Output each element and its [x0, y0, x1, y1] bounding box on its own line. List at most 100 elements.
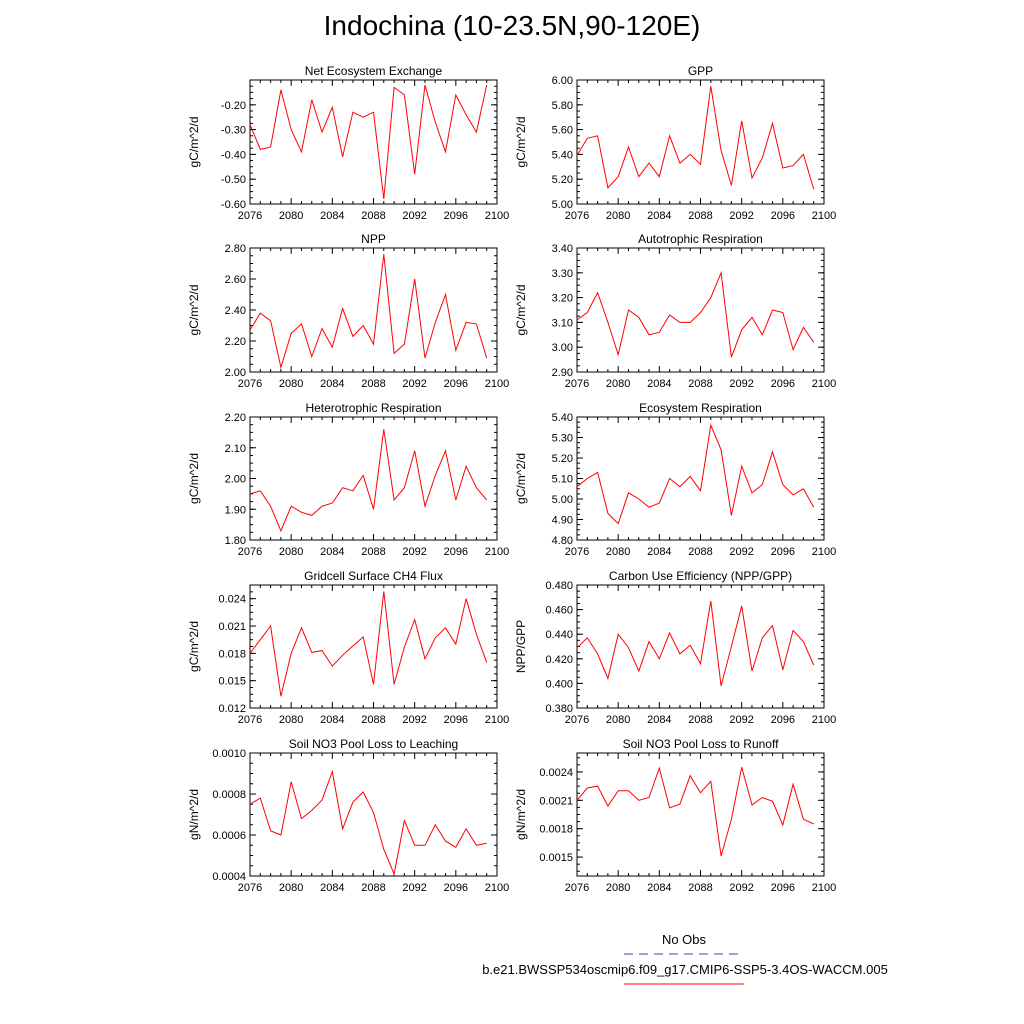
y-tick-label: 5.30 [552, 433, 573, 445]
series-line [576, 600, 815, 687]
x-tick-label: 2076 [238, 714, 262, 726]
y-axis-label: gC/m^2/d [187, 621, 201, 672]
plot-frame [249, 416, 498, 541]
plot-frame [249, 584, 498, 709]
y-tick-label: 2.60 [225, 274, 246, 286]
y-tick-label: 0.0004 [212, 871, 246, 883]
x-tick-label: 2076 [565, 714, 589, 726]
x-tick-label: 2084 [320, 210, 344, 222]
panel-title: Soil NO3 Pool Loss to Leaching [289, 737, 458, 751]
x-tick-label: 2084 [647, 210, 671, 222]
y-tick-label: -0.60 [221, 199, 246, 211]
y-tick-label: 0.0006 [212, 830, 246, 842]
y-tick-label: 0.021 [218, 621, 246, 633]
x-tick-label: 2088 [361, 546, 385, 558]
y-tick-label: 6.00 [552, 75, 573, 87]
y-tick-label: 4.80 [552, 535, 573, 547]
y-tick-label: 2.40 [225, 305, 246, 317]
y-tick-label: 0.015 [218, 676, 246, 688]
x-tick-label: 2088 [688, 378, 712, 390]
panel-5: Heterotrophic Respiration gC/m^2/d 2076 208… [187, 401, 509, 558]
plot-frame [576, 79, 825, 205]
panel-title: GPP [688, 64, 713, 78]
x-tick-label: 2092 [402, 210, 426, 222]
plot-frame [576, 247, 825, 373]
x-tick-label: 2100 [812, 546, 836, 558]
x-tick-label: 2076 [565, 378, 589, 390]
y-axis-label: gC/m^2/d [514, 453, 528, 504]
x-tick-label: 2100 [812, 210, 836, 222]
x-tick-label: 2080 [606, 378, 630, 390]
plot-frame [249, 79, 498, 205]
y-tick-label: 5.40 [552, 412, 573, 424]
x-tick-label: 2084 [647, 882, 671, 894]
panel-title: Ecosystem Respiration [639, 401, 762, 415]
y-tick-label: 1.90 [225, 504, 246, 516]
x-tick-label: 2092 [729, 882, 753, 894]
y-tick-label: -0.40 [221, 149, 246, 161]
x-tick-label: 2092 [729, 714, 753, 726]
y-tick-label: 5.20 [552, 174, 573, 186]
y-axis-label: gC/m^2/d [514, 117, 528, 168]
y-tick-label: 3.10 [552, 317, 573, 329]
x-tick-label: 2092 [729, 546, 753, 558]
x-tick-label: 2084 [647, 546, 671, 558]
x-tick-label: 2096 [444, 882, 468, 894]
x-tick-label: 2092 [729, 210, 753, 222]
y-tick-label: 0.0008 [212, 789, 246, 801]
y-tick-label: 3.40 [552, 243, 573, 255]
x-tick-label: 2076 [238, 378, 262, 390]
series-line [576, 766, 814, 857]
x-tick-label: 2100 [485, 378, 509, 390]
y-tick-label: -0.20 [221, 100, 246, 112]
y-tick-label: 4.90 [552, 515, 573, 527]
series-line [249, 429, 488, 533]
x-tick-label: 2092 [402, 714, 426, 726]
x-tick-label: 2100 [812, 378, 836, 390]
panel-title: Autotrophic Respiration [638, 232, 763, 246]
plot-frame [576, 416, 825, 541]
series-line [249, 769, 487, 876]
y-tick-label: 2.20 [225, 336, 246, 348]
y-axis-label: gC/m^2/d [187, 285, 201, 336]
x-tick-label: 2088 [361, 378, 385, 390]
x-tick-label: 2076 [238, 546, 262, 558]
y-tick-label: 0.420 [545, 654, 573, 666]
y-tick-label: 3.20 [552, 293, 573, 305]
y-tick-label: 5.10 [552, 474, 573, 486]
x-tick-label: 2100 [812, 882, 836, 894]
y-tick-label: 1.80 [225, 535, 246, 547]
panel-9: Soil NO3 Pool Loss to Leaching gN/m^2/d 20… [187, 737, 509, 894]
x-tick-label: 2100 [485, 882, 509, 894]
x-tick-label: 2096 [771, 378, 795, 390]
x-tick-label: 2076 [238, 882, 262, 894]
y-tick-label: 0.440 [545, 629, 573, 641]
y-tick-label: 2.00 [225, 367, 246, 379]
panel-1: Net Ecosystem Exchange gC/m^2/d 2076 2080 20… [187, 64, 509, 222]
x-tick-label: 2080 [279, 378, 303, 390]
plot-frame [576, 584, 825, 709]
y-tick-label: 0.024 [218, 594, 246, 606]
y-tick-label: 2.00 [225, 474, 246, 486]
y-tick-label: 0.0021 [539, 795, 573, 807]
x-tick-label: 2096 [771, 714, 795, 726]
y-axis-label: gC/m^2/d [187, 117, 201, 168]
x-tick-label: 2088 [361, 882, 385, 894]
x-tick-label: 2084 [320, 882, 344, 894]
y-tick-label: 0.018 [218, 648, 246, 660]
y-tick-label: 3.30 [552, 268, 573, 280]
x-tick-label: 2092 [729, 378, 753, 390]
y-axis-label: gC/m^2/d [514, 285, 528, 336]
y-tick-label: 0.012 [218, 703, 246, 715]
panel-2: GPP gC/m^2/d 2076 2080 2084 2088 2092 2096 2100 5… [514, 64, 836, 222]
x-tick-label: 2084 [320, 714, 344, 726]
x-tick-label: 2092 [402, 882, 426, 894]
x-tick-label: 2080 [606, 546, 630, 558]
panel-6: Ecosystem Respiration gC/m^2/d 2076 2080 208… [514, 401, 836, 558]
x-tick-label: 2084 [647, 714, 671, 726]
y-tick-label: 0.480 [545, 580, 573, 592]
x-tick-label: 2080 [279, 210, 303, 222]
series-line [576, 86, 815, 190]
x-tick-label: 2088 [688, 210, 712, 222]
y-tick-label: 0.0015 [539, 852, 573, 864]
